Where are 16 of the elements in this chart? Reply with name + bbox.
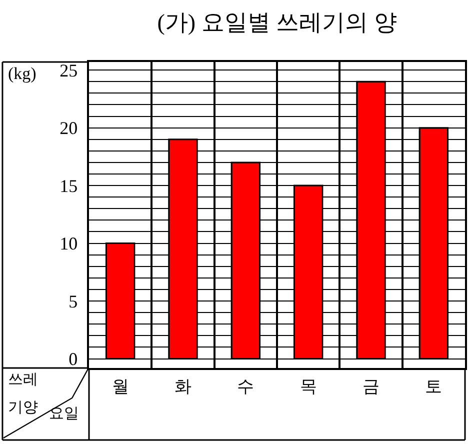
- x-tick-label: 수: [237, 377, 254, 396]
- y-tick-label: 15: [60, 176, 78, 196]
- x-axis-title: 요일: [49, 406, 79, 422]
- y-axis-title: 쓰레기양: [8, 372, 38, 416]
- text: (kg): [8, 64, 36, 83]
- y-tick-label: 0: [68, 349, 78, 370]
- x-tick-label: 월: [112, 377, 129, 396]
- chart-title: (가) 요일별 쓰레기의 양: [157, 10, 397, 36]
- y-tick-label: 25: [60, 60, 78, 80]
- y-tick-label: 5: [68, 291, 78, 312]
- x-tick-label: 화: [174, 377, 192, 396]
- x-tick-label: 토: [425, 377, 442, 396]
- y-tick-label: 10: [60, 234, 78, 254]
- x-tick-label: 금: [362, 377, 380, 396]
- y-tick-label: 20: [60, 118, 78, 138]
- x-tick-label: 목: [300, 377, 317, 396]
